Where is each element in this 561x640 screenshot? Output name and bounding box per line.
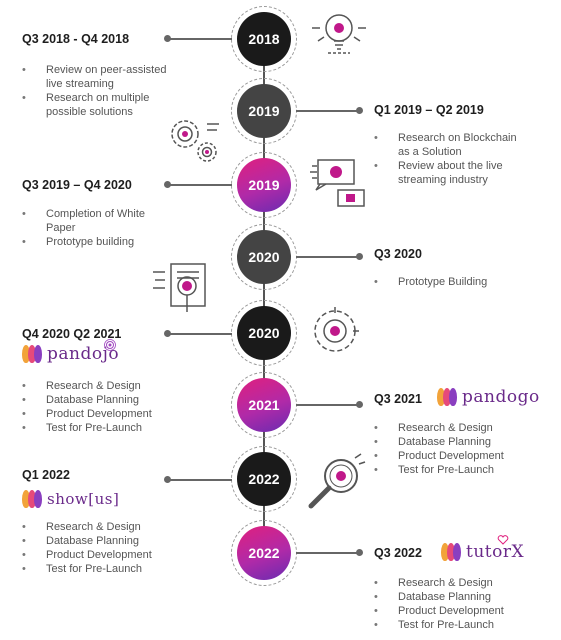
connector-dot: [356, 107, 363, 114]
milestone-2019-a: 2019: [231, 78, 297, 144]
entry-title: Q1 2019 – Q2 2019: [374, 103, 484, 117]
showus-logo: show[us]: [22, 488, 119, 510]
milestone-2020-a: 2020: [231, 224, 297, 290]
list-item: Test for Pre-Launch: [22, 421, 172, 435]
lightbulb-icon: [312, 14, 366, 54]
entry-title: Q3 2018 - Q4 2018: [22, 32, 130, 46]
logo-mark-icon: [441, 541, 463, 563]
entry-title: Q1 2022: [22, 468, 70, 482]
list-item: Research on Blockchain as a Solution: [374, 131, 530, 159]
list-item: Test for Pre-Launch: [22, 562, 172, 576]
list-item: Research & Design: [22, 379, 172, 393]
list-item: Review about the live streaming industry: [374, 159, 530, 187]
list-item: Test for Pre-Launch: [374, 618, 530, 632]
list-item: Database Planning: [22, 534, 172, 548]
list-item: Product Development: [22, 407, 172, 421]
entry-list: Research & Design Database Planning Prod…: [374, 576, 530, 632]
connector-dot: [164, 330, 171, 337]
logo-text: show[us]: [47, 490, 120, 508]
connector-line: [296, 256, 358, 258]
milestone-2021: 2021: [231, 372, 297, 438]
list-item: Review on peer-assisted live streaming: [22, 63, 176, 91]
tutorx-logo: tutorX: [441, 535, 525, 563]
connector-line: [168, 479, 232, 481]
list-item: Prototype building: [22, 235, 162, 249]
entry-list: Research & Design Database Planning Prod…: [374, 421, 524, 477]
connector-line: [168, 333, 232, 335]
list-item: Research & Design: [374, 421, 524, 435]
entry-list: Research on Blockchain as a Solution Rev…: [374, 131, 530, 187]
logo-text: tutorX: [466, 542, 525, 562]
milestone-2020-b: 2020: [231, 300, 297, 366]
logo-mark-icon: [22, 343, 44, 365]
milestone-year: 2021: [237, 378, 291, 432]
milestone-2022-b: 2022: [231, 520, 297, 586]
signal-icon: [104, 339, 116, 351]
magnifier-icon: [308, 453, 366, 509]
entry-list: Research & Design Database Planning Prod…: [22, 520, 172, 576]
heart-icon: [497, 535, 509, 545]
milestone-2019-b: 2019: [231, 152, 297, 218]
connector-dot: [356, 549, 363, 556]
connector-line: [296, 404, 358, 406]
entry-title: Q3 2020: [374, 247, 422, 261]
list-item: Database Planning: [374, 590, 530, 604]
connector-line: [296, 110, 358, 112]
milestone-year: 2022: [237, 452, 291, 506]
logo-mark-icon: [437, 386, 459, 408]
connector-dot: [356, 401, 363, 408]
list-item: Database Planning: [374, 435, 524, 449]
list-item: Research & Design: [374, 576, 530, 590]
timeline-spine: [263, 20, 265, 560]
entry-list: Research & Design Database Planning Prod…: [22, 379, 172, 435]
milestone-year: 2020: [237, 230, 291, 284]
connector-dot: [164, 181, 171, 188]
clipboard-icon: [153, 263, 206, 312]
connector-line: [296, 552, 358, 554]
list-item: Research & Design: [22, 520, 172, 534]
entry-title: Q3 2021: [374, 392, 422, 406]
logo-mark-icon: [22, 488, 44, 510]
milestone-year: 2019: [237, 158, 291, 212]
pandojo-logo: pandojo: [22, 339, 120, 365]
list-item: Product Development: [22, 548, 172, 562]
list-item: Prototype Building: [374, 275, 530, 289]
milestone-2022-a: 2022: [231, 446, 297, 512]
list-item: Research on multiple possible solutions: [22, 91, 176, 119]
connector-dot: [164, 35, 171, 42]
entry-list: Prototype Building: [374, 275, 530, 289]
list-item: Product Development: [374, 449, 524, 463]
list-item: Test for Pre-Launch: [374, 463, 524, 477]
logo-text: pandogo: [462, 387, 540, 407]
milestone-year: 2022: [237, 526, 291, 580]
connector-line: [168, 184, 232, 186]
list-item: Product Development: [374, 604, 530, 618]
connector-line: [168, 38, 232, 40]
connector-dot: [164, 476, 171, 483]
milestone-year: 2019: [237, 84, 291, 138]
connector-dot: [356, 253, 363, 260]
entry-title: Q3 2022: [374, 546, 422, 560]
presentation-screen-icon: [310, 159, 365, 207]
milestone-year: 2018: [237, 12, 291, 66]
entry-list: Review on peer-assisted live streaming R…: [22, 63, 176, 119]
milestone-year: 2020: [237, 306, 291, 360]
entry-title: Q3 2019 – Q4 2020: [22, 178, 132, 192]
entry-list: Completion of White Paper Prototype buil…: [22, 207, 162, 249]
logo-text: pandojo: [47, 344, 120, 364]
entry-title: Q4 2020 Q2 2021: [22, 327, 122, 341]
target-icon: [314, 307, 359, 352]
gears-icon: [171, 120, 219, 162]
list-item: Completion of White Paper: [22, 207, 162, 235]
list-item: Database Planning: [22, 393, 172, 407]
pandogo-logo: pandogo: [437, 386, 540, 408]
milestone-2018: 2018: [231, 6, 297, 72]
